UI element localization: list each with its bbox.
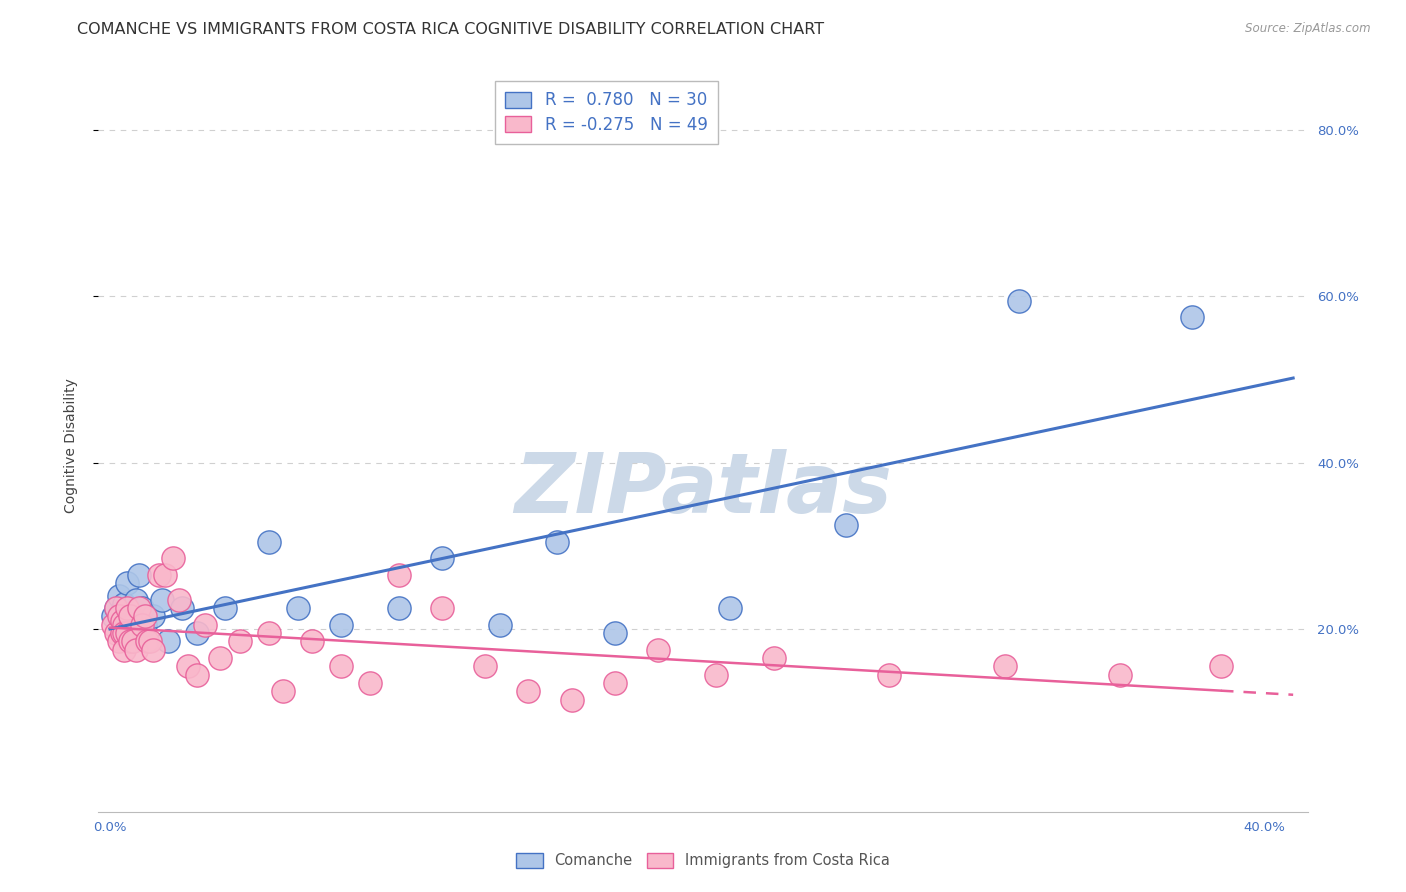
Point <box>101 617 124 632</box>
Point <box>117 626 139 640</box>
Point <box>387 601 409 615</box>
Point <box>877 667 900 681</box>
Point <box>125 642 148 657</box>
Point <box>128 567 150 582</box>
Point <box>257 534 280 549</box>
Point <box>122 634 145 648</box>
Point <box>122 617 145 632</box>
Point <box>101 609 124 624</box>
Point <box>128 601 150 615</box>
Point <box>718 601 741 615</box>
Point <box>120 626 142 640</box>
Point <box>112 597 135 611</box>
Point <box>287 601 309 615</box>
Point <box>107 634 129 648</box>
Point <box>271 684 294 698</box>
Point <box>208 651 231 665</box>
Point <box>156 634 179 648</box>
Point <box>131 617 153 632</box>
Y-axis label: Cognitive Disability: Cognitive Disability <box>63 378 77 514</box>
Point <box>835 518 858 533</box>
Point <box>131 601 153 615</box>
Point <box>214 601 236 615</box>
Point <box>136 634 159 648</box>
Point <box>1181 310 1204 325</box>
Text: Source: ZipAtlas.com: Source: ZipAtlas.com <box>1246 22 1371 36</box>
Point <box>647 642 669 657</box>
Point <box>762 651 785 665</box>
Point <box>112 617 135 632</box>
Point <box>104 626 127 640</box>
Legend: Comanche, Immigrants from Costa Rica: Comanche, Immigrants from Costa Rica <box>510 847 896 874</box>
Point <box>117 601 139 615</box>
Point <box>110 626 132 640</box>
Point <box>150 592 173 607</box>
Point <box>1209 659 1232 673</box>
Point <box>1008 293 1031 308</box>
Point <box>134 617 156 632</box>
Point <box>148 567 170 582</box>
Point <box>603 676 626 690</box>
Point <box>993 659 1015 673</box>
Point <box>704 667 727 681</box>
Point <box>104 601 127 615</box>
Point <box>125 592 148 607</box>
Point <box>229 634 252 648</box>
Point <box>162 551 184 566</box>
Point <box>488 617 510 632</box>
Point <box>177 659 200 673</box>
Point <box>329 617 352 632</box>
Point <box>142 642 165 657</box>
Point <box>1109 667 1132 681</box>
Point <box>112 642 135 657</box>
Point <box>430 601 453 615</box>
Point <box>359 676 381 690</box>
Point <box>517 684 540 698</box>
Point <box>167 592 190 607</box>
Point <box>142 609 165 624</box>
Point <box>110 605 132 619</box>
Point <box>104 601 127 615</box>
Point <box>107 589 129 603</box>
Point <box>139 634 162 648</box>
Point <box>387 567 409 582</box>
Point <box>474 659 496 673</box>
Point <box>107 609 129 624</box>
Point <box>561 692 583 706</box>
Text: ZIPatlas: ZIPatlas <box>515 450 891 531</box>
Text: COMANCHE VS IMMIGRANTS FROM COSTA RICA COGNITIVE DISABILITY CORRELATION CHART: COMANCHE VS IMMIGRANTS FROM COSTA RICA C… <box>77 22 824 37</box>
Point <box>186 667 208 681</box>
Point <box>194 617 217 632</box>
Point <box>112 626 135 640</box>
Point <box>153 567 176 582</box>
Point <box>120 609 142 624</box>
Point <box>186 626 208 640</box>
Legend: R =  0.780   N = 30, R = -0.275   N = 49: R = 0.780 N = 30, R = -0.275 N = 49 <box>495 81 717 144</box>
Point <box>110 614 132 628</box>
Point <box>120 634 142 648</box>
Point <box>603 626 626 640</box>
Point <box>172 601 194 615</box>
Point <box>301 634 323 648</box>
Point <box>430 551 453 566</box>
Point <box>117 576 139 591</box>
Point <box>257 626 280 640</box>
Point <box>329 659 352 673</box>
Point <box>134 609 156 624</box>
Point <box>546 534 568 549</box>
